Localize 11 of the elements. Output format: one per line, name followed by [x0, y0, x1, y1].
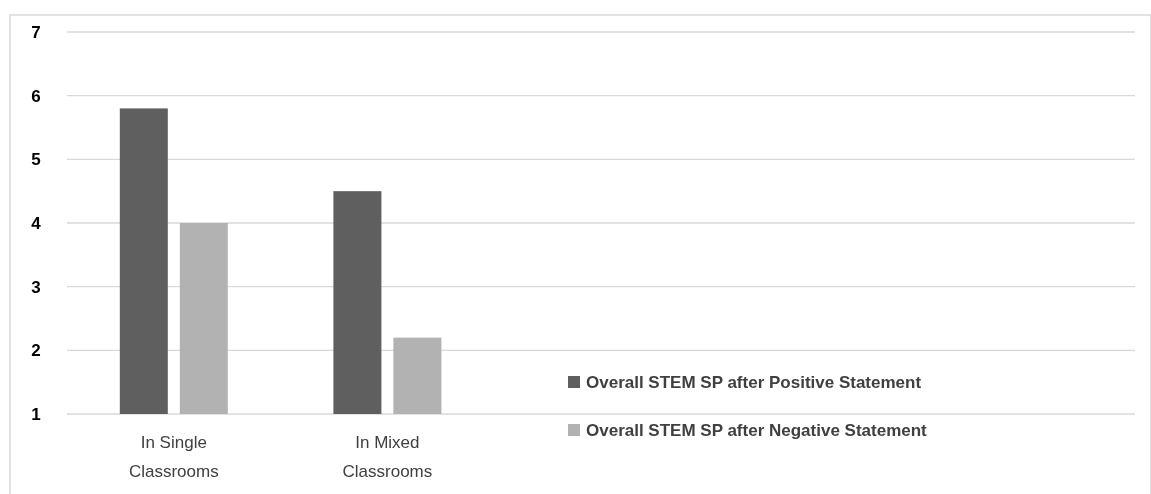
x-tick-label: In Mixed Classrooms [342, 433, 433, 481]
x-tick-label: In Single Classrooms [128, 433, 219, 481]
legend-label: Overall STEM SP after Negative Statement [586, 420, 928, 440]
y-tick-label: 2 [31, 341, 41, 361]
legend-label: Overall STEM SP after Positive Statement [586, 372, 922, 392]
y-tick-label: 3 [31, 277, 41, 297]
y-tick-label: 1 [31, 404, 41, 424]
y-tick-label: 4 [31, 213, 42, 233]
y-tick-label: 6 [31, 86, 41, 106]
y-tick-label: 7 [31, 22, 41, 42]
y-tick-label: 5 [31, 150, 41, 170]
